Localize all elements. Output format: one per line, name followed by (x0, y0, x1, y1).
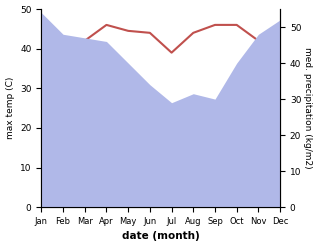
X-axis label: date (month): date (month) (122, 231, 200, 242)
Y-axis label: med. precipitation (kg/m2): med. precipitation (kg/m2) (303, 47, 313, 169)
Y-axis label: max temp (C): max temp (C) (5, 77, 15, 139)
